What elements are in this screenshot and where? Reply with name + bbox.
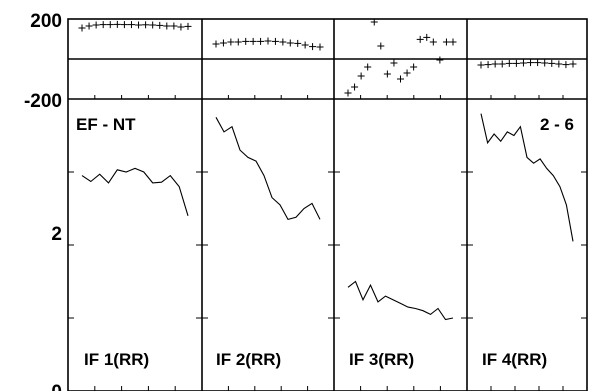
scatter-point-1-16 xyxy=(184,22,192,30)
scatter-point-3-1 xyxy=(344,89,352,97)
plot-frame xyxy=(67,18,588,391)
corner-label-right: 2 - 6 xyxy=(540,115,574,134)
scatter-point-1-7 xyxy=(120,21,128,29)
scatter-point-4-14 xyxy=(569,60,577,68)
scatter-point-2-10 xyxy=(279,38,287,46)
scatter-point-2-3 xyxy=(227,38,235,46)
scatter-point-1-14 xyxy=(170,22,178,30)
panel-label-3: IF 3(RR) xyxy=(349,350,414,369)
scatter-point-2-8 xyxy=(264,37,272,45)
panel-label-1: IF 1(RR) xyxy=(84,350,149,369)
chart-marks xyxy=(78,18,577,321)
scatter-point-4-2 xyxy=(484,61,492,69)
scatter-point-4-13 xyxy=(562,61,570,69)
scatter-point-1-8 xyxy=(127,21,135,29)
corner-label-left: EF - NT xyxy=(76,115,136,134)
scatter-point-3-11 xyxy=(410,63,418,71)
scatter-point-1-9 xyxy=(135,21,143,29)
scatter-point-2-2 xyxy=(219,39,227,47)
top-y-tick-min: -200 xyxy=(24,91,62,112)
scatter-point-2-5 xyxy=(242,37,250,45)
scatter-point-1-4 xyxy=(99,21,107,29)
series-line-1 xyxy=(81,167,189,216)
scatter-point-4-3 xyxy=(491,60,499,68)
scatter-point-1-6 xyxy=(113,20,121,28)
scatter-point-2-12 xyxy=(294,39,302,47)
scatter-point-1-11 xyxy=(149,21,157,29)
scatter-point-1-13 xyxy=(163,22,171,30)
scatter-point-2-9 xyxy=(271,37,279,45)
series-line-2 xyxy=(215,117,321,221)
scatter-point-2-7 xyxy=(257,37,265,45)
scatter-point-3-15 xyxy=(436,56,444,64)
scatter-point-2-13 xyxy=(301,41,309,49)
scatter-point-2-14 xyxy=(309,43,317,51)
scatter-point-1-2 xyxy=(85,22,93,30)
top-y-tick-max: 200 xyxy=(30,11,62,32)
scatter-point-1-5 xyxy=(106,21,114,29)
scatter-point-4-9 xyxy=(534,59,542,67)
scatter-point-3-8 xyxy=(390,59,398,67)
scatter-point-3-4 xyxy=(364,63,372,71)
panel-label-2: IF 2(RR) xyxy=(216,350,281,369)
scatter-point-4-10 xyxy=(541,59,549,67)
scatter-point-3-12 xyxy=(416,35,424,43)
scatter-point-1-3 xyxy=(92,21,100,29)
series-line-4 xyxy=(480,113,574,242)
scatter-point-4-11 xyxy=(548,59,556,67)
panel-label-4: IF 4(RR) xyxy=(482,350,547,369)
scatter-point-4-1 xyxy=(477,61,485,69)
scatter-point-3-14 xyxy=(429,38,437,46)
scatter-point-2-15 xyxy=(316,43,324,51)
scatter-point-3-13 xyxy=(423,33,431,41)
scatter-point-4-6 xyxy=(512,59,520,67)
scatter-point-4-8 xyxy=(527,59,535,67)
scatter-point-3-6 xyxy=(377,42,385,50)
scatter-point-4-7 xyxy=(519,59,527,67)
scatter-point-2-4 xyxy=(234,38,242,46)
scatter-point-3-5 xyxy=(370,18,378,26)
scatter-point-2-11 xyxy=(286,39,294,47)
scatter-point-2-1 xyxy=(212,40,220,48)
scatter-point-4-5 xyxy=(505,59,513,67)
scatter-point-3-7 xyxy=(383,70,391,78)
scatter-point-3-3 xyxy=(357,72,365,80)
scatter-point-4-12 xyxy=(555,60,563,68)
scatter-point-3-17 xyxy=(449,38,457,46)
scatter-point-3-10 xyxy=(403,69,411,77)
scatter-point-1-1 xyxy=(78,24,86,32)
scatter-point-4-4 xyxy=(498,60,506,68)
scatter-point-1-12 xyxy=(156,21,164,29)
main-y-tick-zero: 0 xyxy=(51,382,62,391)
series-line-3 xyxy=(347,280,454,321)
main-y-tick-mid: 2 xyxy=(51,224,62,245)
scatter-point-3-2 xyxy=(351,83,359,91)
scatter-point-3-16 xyxy=(442,38,450,46)
scatter-point-2-6 xyxy=(249,37,257,45)
axis-ticks xyxy=(68,95,587,391)
scatter-point-3-9 xyxy=(397,75,404,83)
scatter-point-1-15 xyxy=(177,23,185,31)
scatter-point-1-10 xyxy=(142,21,150,29)
